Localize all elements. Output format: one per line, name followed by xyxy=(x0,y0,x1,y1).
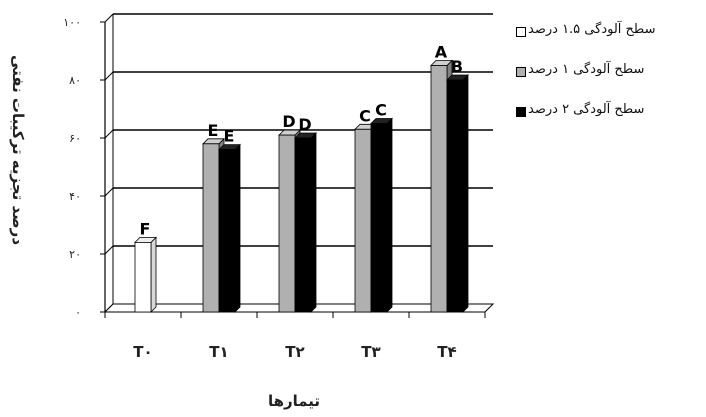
bar xyxy=(134,241,152,313)
y-tick-label: ۶۰ xyxy=(69,132,81,145)
x-tick-label: T۲ xyxy=(285,343,304,361)
legend-swatch-white xyxy=(516,27,526,37)
y-axis-title-text: درصد تجزیه ترکیبات نفتی xyxy=(9,54,27,246)
bar-side xyxy=(234,143,241,313)
gridline-depth xyxy=(104,245,114,255)
data-label: D xyxy=(282,112,295,131)
bar xyxy=(446,79,464,313)
gridline-depth xyxy=(104,187,114,197)
y-tick-label: ۰ xyxy=(75,306,81,319)
legend: سطح آلودگی ۱.۵ درصد سطح آلودگی ۱ درصد سط… xyxy=(514,18,704,138)
bar xyxy=(202,143,220,313)
legend-label-2: سطح آلودگی ۱ درصد xyxy=(528,62,645,77)
gridline-depth xyxy=(104,13,114,23)
data-label: A xyxy=(435,43,448,62)
y-tick-label: ۱۰۰ xyxy=(63,16,81,29)
bar xyxy=(354,128,372,313)
bar xyxy=(294,137,312,313)
legend-item-1: سطح آلودگی ۱.۵ درصد xyxy=(514,18,704,58)
legend-label-3: سطح آلودگی ۲ درصد xyxy=(528,102,645,117)
bar xyxy=(430,65,448,313)
y-tick-label: ۸۰ xyxy=(69,74,81,87)
data-label: D xyxy=(298,115,311,134)
data-label: C xyxy=(375,101,387,120)
legend-item-2: سطح آلودگی ۱ درصد xyxy=(514,58,704,98)
y-tick-label: ۲۰ xyxy=(69,248,81,261)
bar xyxy=(370,123,388,313)
legend-item-3: سطح آلودگی ۲ درصد xyxy=(514,98,704,138)
legend-swatch-gray xyxy=(516,67,526,77)
x-tick-label: T۰ xyxy=(133,343,152,361)
bar-side xyxy=(150,236,157,313)
bar-side xyxy=(310,132,317,313)
x-tick-label: T۱ xyxy=(209,343,228,361)
bar-side xyxy=(386,117,393,313)
y-tick-label: ۴۰ xyxy=(69,190,81,203)
gridline-depth xyxy=(104,71,114,81)
legend-label-1: سطح آلودگی ۱.۵ درصد xyxy=(528,22,656,37)
data-label: C xyxy=(359,106,371,125)
legend-swatch-black xyxy=(516,107,526,117)
bar xyxy=(218,149,236,313)
x-axis-title: تیمارها xyxy=(267,392,321,410)
data-label: F xyxy=(140,219,151,238)
data-label: E xyxy=(224,127,235,146)
data-label: E xyxy=(208,121,219,140)
bar-side xyxy=(462,74,469,313)
bar xyxy=(278,134,296,313)
data-label: B xyxy=(451,57,463,76)
x-tick-label: T۳ xyxy=(361,343,380,361)
gridline-depth xyxy=(104,129,114,139)
x-tick-label: T۴ xyxy=(437,343,456,361)
